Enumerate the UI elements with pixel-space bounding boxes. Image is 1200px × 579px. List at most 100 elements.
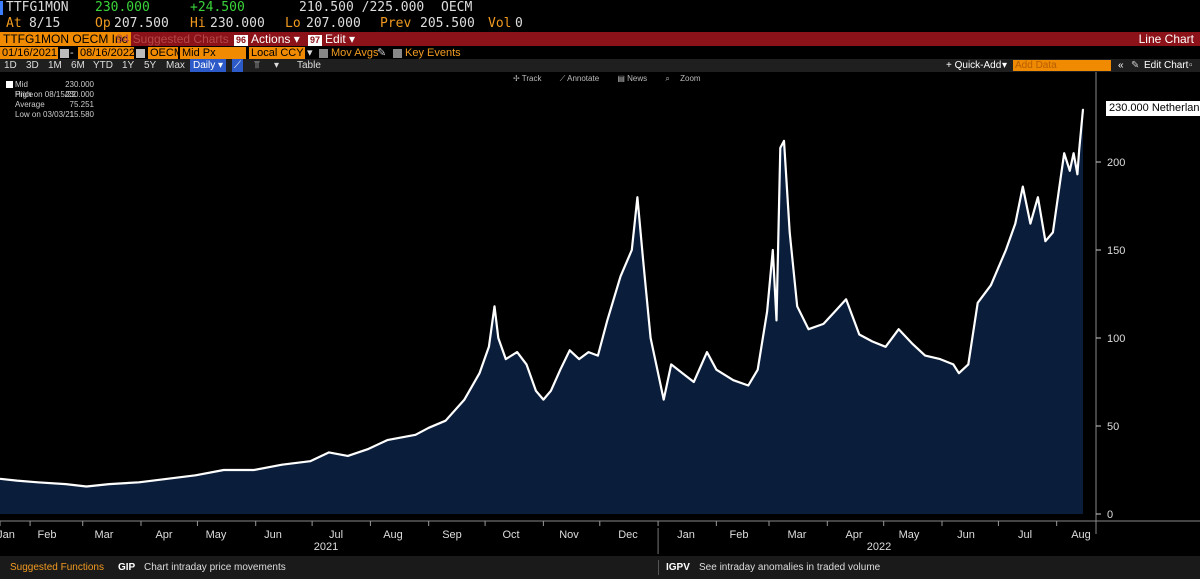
function-igpv[interactable]: IGPV: [666, 562, 690, 573]
data-point: [606, 319, 608, 321]
prev-value: 205.500: [420, 16, 475, 31]
legend-high-label: High on 08/15/22: [15, 90, 76, 99]
data-point: [796, 305, 798, 307]
table-button[interactable]: Table: [297, 60, 321, 71]
range-max[interactable]: Max: [166, 60, 185, 71]
data-point: [706, 351, 708, 353]
data-point: [619, 275, 622, 277]
footer-divider: [658, 560, 659, 575]
price-chart[interactable]: 0 50 100 150 200 Jan Feb Mar Apr May Jun Jul Aug Sep O…: [0, 72, 1200, 554]
legend-mid-label: Mid Price: [15, 80, 34, 99]
data-point: [990, 284, 992, 286]
bid-ask: 210.500 /225.000: [299, 0, 425, 15]
chevron-down-icon[interactable]: ▾: [1002, 60, 1008, 71]
data-point: [657, 372, 659, 374]
chart-type-label: Line Chart: [1138, 32, 1194, 46]
suggested-charts[interactable]: 94 Suggested Charts: [116, 32, 229, 46]
data-point: [636, 196, 639, 198]
data-point: [681, 372, 684, 374]
function-gip-desc[interactable]: Chart intraday price movements: [144, 562, 286, 573]
legend-mid[interactable]: Mid Price 230.000: [6, 80, 94, 99]
key-events-label[interactable]: Key Events: [405, 47, 461, 59]
end-date-field[interactable]: 08/16/2022: [78, 47, 136, 60]
range-6m[interactable]: 6M: [71, 60, 85, 71]
range-1d[interactable]: 1D: [4, 60, 17, 71]
legend-low-label: Low on 03/03/21: [15, 110, 75, 119]
legend-high: High on 08/15/22 230.000: [6, 90, 94, 100]
track-tool[interactable]: ✢ Track: [513, 74, 542, 83]
data-point: [1044, 240, 1046, 242]
line-style-icon[interactable]: ⟋: [232, 59, 243, 72]
data-point: [952, 363, 954, 365]
ticker[interactable]: TTFG1MON: [6, 0, 69, 15]
resize-icon[interactable]: ▫: [1189, 60, 1193, 71]
function-igpv-desc[interactable]: See intraday anomalies in traded volume: [699, 562, 881, 573]
open-label: Op: [95, 16, 111, 31]
range-ytd[interactable]: YTD: [93, 60, 113, 71]
legend-high-value: 230.000: [65, 90, 94, 99]
zoom-label: Zoom: [680, 74, 701, 83]
mov-avgs-label[interactable]: Mov Avgs: [331, 47, 379, 59]
chevron-down-icon[interactable]: ▾: [307, 47, 313, 59]
series-line: [0, 109, 1085, 488]
range-1m[interactable]: 1M: [48, 60, 62, 71]
actions-label: Actions: [251, 32, 291, 46]
date-separator: -: [70, 47, 74, 59]
legend-mid-value: 230.000: [65, 80, 94, 89]
data-point: [772, 249, 774, 251]
calendar-icon[interactable]: [136, 49, 145, 58]
add-data-input[interactable]: Add Data: [1013, 60, 1111, 71]
data-point: [642, 258, 644, 260]
chevron-down-icon[interactable]: ▾: [274, 60, 280, 71]
collapse-icon[interactable]: «: [1118, 60, 1124, 71]
ticker-marker: [0, 1, 3, 15]
period-selector[interactable]: Daily ▾: [190, 59, 227, 72]
security-field[interactable]: TTFG1MON OECM Inc: [0, 32, 131, 46]
pencil-icon[interactable]: ✎: [377, 47, 387, 59]
at-value: 8/15: [29, 16, 61, 31]
series-swatch: [6, 81, 13, 88]
range-3d[interactable]: 3D: [26, 60, 39, 71]
x-tick-label: Feb: [38, 529, 57, 541]
suggested-functions-label: Suggested Functions: [10, 562, 104, 573]
actions-menu[interactable]: 96 Actions ▾: [232, 32, 300, 46]
data-point: [631, 249, 633, 251]
annotate-tool[interactable]: ⟋ Annotate: [559, 74, 600, 83]
calendar-icon[interactable]: [60, 49, 69, 58]
field-selector[interactable]: Mid Px: [180, 47, 246, 60]
quote-header: TTFG1MON 230.000 +24.500 210.500 /225.00…: [0, 0, 1200, 32]
range-5y[interactable]: 5Y: [144, 60, 157, 71]
range-1y[interactable]: 1Y: [122, 60, 135, 71]
data-point: [939, 358, 941, 360]
data-point: [898, 328, 900, 330]
data-point: [16, 480, 18, 482]
period-label: Daily: [193, 60, 216, 71]
x-tick-label: Feb: [730, 529, 749, 541]
data-point: [885, 346, 887, 348]
edit-menu[interactable]: 97 Edit ▾: [306, 32, 355, 46]
price-change: +24.500: [190, 0, 245, 15]
source-field[interactable]: OECM: [148, 47, 183, 60]
key-events-checkbox[interactable]: [393, 49, 402, 58]
edit-chart-button[interactable]: Edit Chart: [1144, 60, 1189, 71]
news-tool[interactable]: ▤ News: [617, 74, 648, 83]
data-point: [789, 231, 791, 233]
data-point: [166, 478, 168, 480]
mov-avgs-checkbox[interactable]: [319, 49, 328, 58]
data-point: [367, 448, 370, 450]
function-gip[interactable]: GIP: [118, 562, 136, 573]
currency-selector[interactable]: Local CCY: [249, 47, 305, 60]
chevron-down-icon: ▾: [218, 60, 224, 71]
magnifier-icon: ⌕: [665, 74, 670, 83]
zoom-tool[interactable]: ⌕ Zoom: [665, 74, 708, 83]
data-point: [1014, 223, 1016, 225]
data-point: [578, 358, 580, 360]
quick-add-button[interactable]: + Quick-Add: [946, 60, 1002, 71]
bar-style-icon[interactable]: ⫪: [254, 60, 260, 71]
chart-canvas[interactable]: 0 50 100 150 200 Jan Feb Mar Apr May Jun Jul Aug Sep O…: [0, 72, 1200, 554]
data-point: [747, 384, 749, 387]
x-tick-label: Aug: [383, 529, 403, 541]
start-date-field[interactable]: 01/16/2021: [0, 47, 58, 60]
data-point: [223, 469, 225, 471]
data-point: [845, 298, 847, 300]
